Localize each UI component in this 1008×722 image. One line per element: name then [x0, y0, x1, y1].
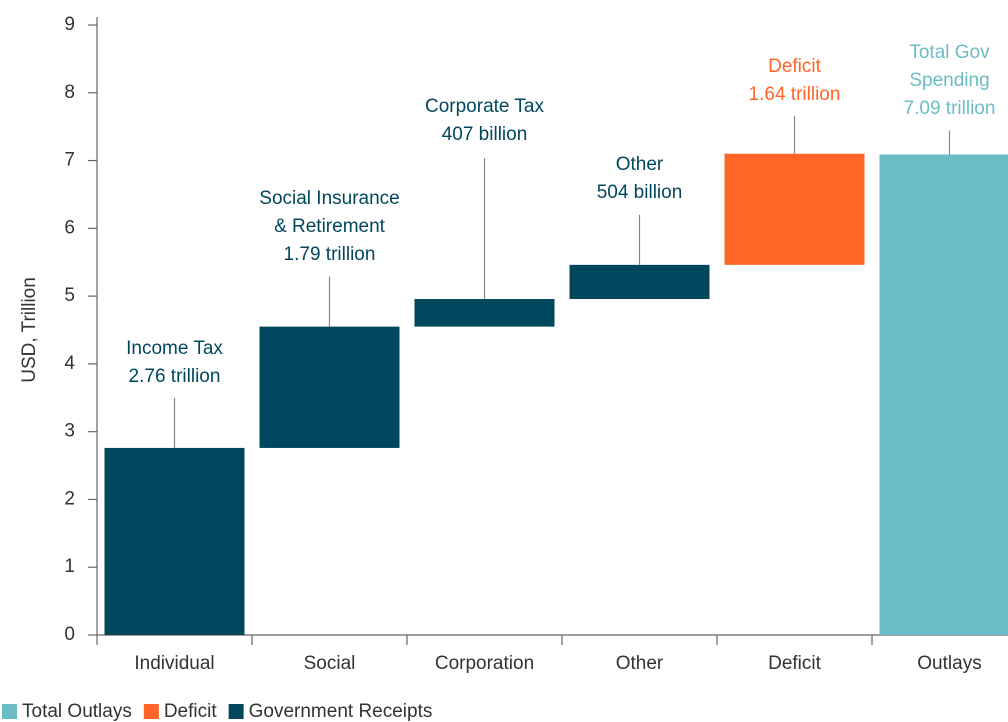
value-label: 407 billion — [442, 124, 528, 145]
bar — [259, 326, 400, 448]
bar — [104, 447, 245, 635]
bar — [414, 299, 555, 327]
annotation: Deficit — [768, 56, 822, 77]
legend-label: Government Receipts — [249, 701, 433, 722]
x-tick-label: Outlays — [917, 653, 981, 674]
y-axis-label: USD, Trillion — [19, 277, 40, 383]
y-tick-label: 1 — [64, 556, 75, 577]
legend-swatch — [143, 704, 159, 719]
bar — [879, 154, 1008, 635]
legend-label: Deficit — [164, 701, 218, 722]
y-tick-label: 9 — [64, 14, 75, 35]
x-tick-label: Other — [616, 653, 664, 674]
annotation: & Retirement — [274, 216, 386, 237]
bar — [724, 153, 865, 265]
y-tick-label: 2 — [64, 488, 75, 509]
value-label: 7.09 trillion — [904, 98, 996, 119]
y-tick-label: 4 — [64, 353, 75, 374]
y-tick-label: 3 — [64, 421, 75, 442]
y-tick-label: 7 — [64, 150, 75, 171]
y-tick-label: 6 — [64, 217, 75, 238]
annotation: Other — [616, 154, 664, 175]
value-label: 1.79 trillion — [284, 244, 376, 265]
value-label: 504 billion — [597, 182, 683, 203]
legend-swatch — [228, 704, 244, 719]
legend-label: Total Outlays — [22, 701, 132, 722]
annotation: Social Insurance — [259, 188, 399, 209]
value-label: 2.76 trillion — [129, 366, 221, 387]
annotation: Spending — [909, 70, 989, 91]
value-label: 1.64 trillion — [749, 84, 841, 105]
annotation: Corporate Tax — [425, 96, 544, 117]
y-tick-label: 0 — [64, 624, 75, 645]
annotation: Income Tax — [126, 338, 223, 359]
x-tick-label: Individual — [134, 653, 214, 674]
x-tick-label: Social — [304, 653, 356, 674]
bar — [569, 264, 710, 300]
y-tick-label: 8 — [64, 82, 75, 103]
y-tick-label: 5 — [64, 285, 75, 306]
x-tick-label: Deficit — [768, 653, 822, 674]
annotation: Total Gov — [909, 42, 990, 63]
x-tick-label: Corporation — [435, 653, 534, 674]
legend-swatch — [2, 704, 17, 719]
